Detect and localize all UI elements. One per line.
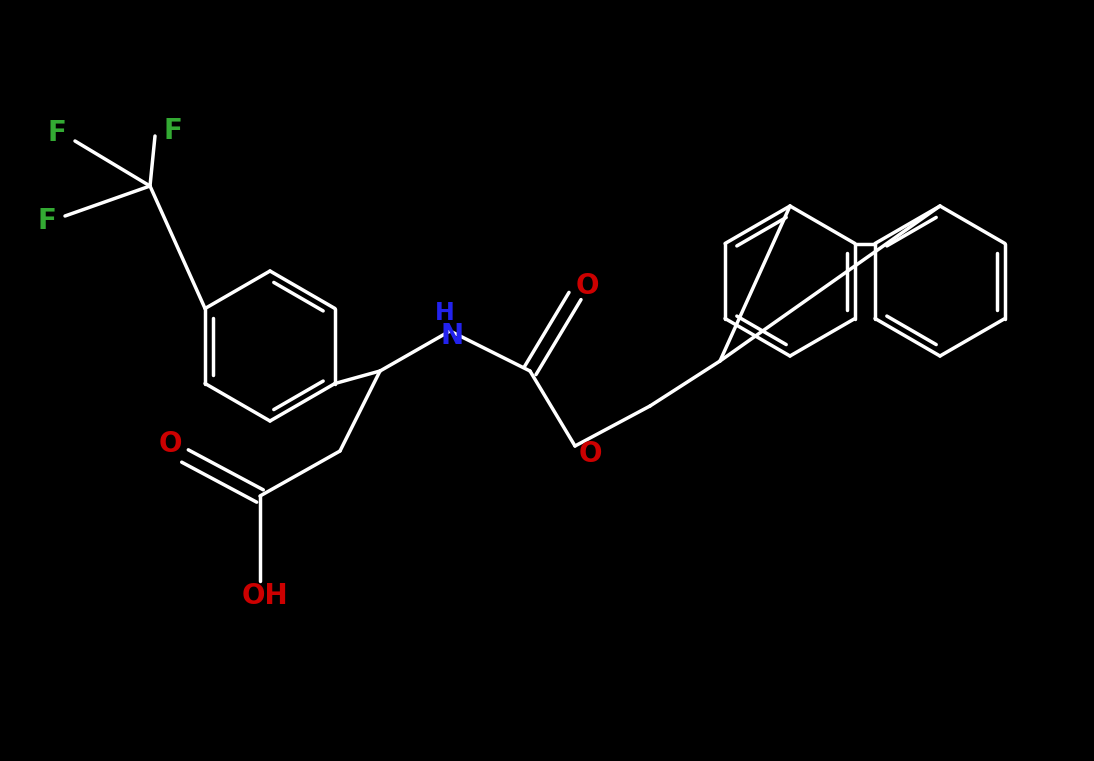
Text: O: O [159, 430, 182, 458]
Text: OH: OH [242, 582, 289, 610]
Text: O: O [575, 272, 598, 300]
Text: F: F [37, 207, 57, 235]
Text: O: O [579, 440, 602, 468]
Text: H: H [435, 301, 455, 325]
Text: F: F [164, 117, 183, 145]
Text: N: N [441, 322, 464, 350]
Text: F: F [47, 119, 67, 147]
